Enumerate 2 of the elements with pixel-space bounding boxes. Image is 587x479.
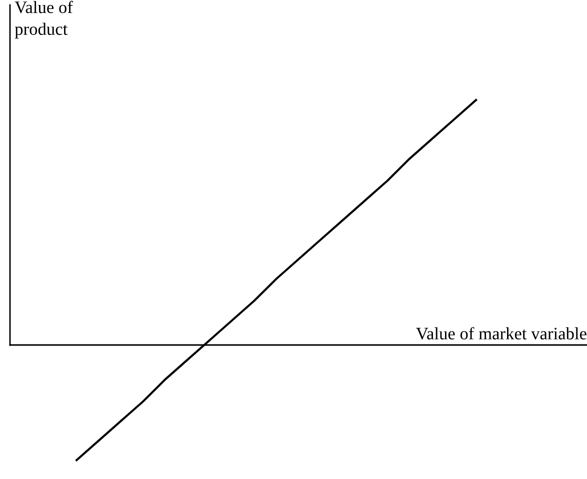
y-axis-title: Value of product	[14, 0, 73, 38]
x-axis-title: Value of market variable	[416, 327, 586, 340]
